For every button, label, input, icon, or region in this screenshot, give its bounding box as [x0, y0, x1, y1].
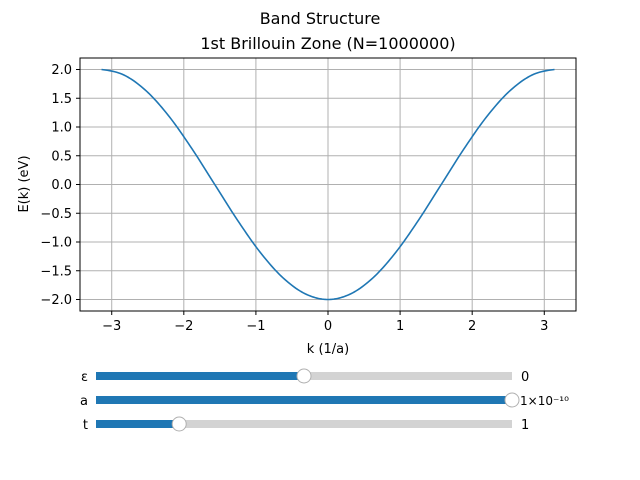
- y-tick-label: −2.0: [40, 293, 72, 308]
- x-tick-label: −1: [246, 319, 265, 334]
- x-tick-label: 2: [468, 319, 476, 334]
- x-tick-label: −3: [102, 319, 121, 334]
- plot-area: −3 −2 −1 0 1 2 3 −2.0 −1.5 −1.0 −0.5 0.0 0.5 1.0 1.5 2.…: [40, 57, 577, 334]
- y-tick-label: −1.5: [40, 264, 72, 279]
- slider-value: 1×10⁻¹⁰: [520, 394, 569, 408]
- x-tick-label: 1: [396, 319, 404, 334]
- slider-handle[interactable]: [504, 392, 520, 408]
- slider-a[interactable]: a 1×10⁻¹⁰: [80, 392, 569, 409]
- series-line: [101, 68, 555, 301]
- chart-subtitle: 1st Brillouin Zone (N=1000000): [200, 34, 455, 53]
- x-tick-label: −2: [174, 319, 193, 334]
- slider-handle[interactable]: [171, 416, 187, 432]
- x-tick-label: 3: [540, 319, 548, 334]
- x-axis-label: k (1/a): [307, 342, 349, 357]
- y-tick-label: 2.0: [51, 63, 72, 78]
- slider-value: 0: [521, 370, 529, 385]
- slider-track[interactable]: [96, 420, 512, 428]
- grid-lines: [80, 58, 576, 311]
- slider-panel: ε 0a 1×10⁻¹⁰t 1: [80, 368, 569, 433]
- axis-ticks: −3 −2 −1 0 1 2 3 −2.0 −1.5 −1.0 −0.5 0.0 0.5 1.0 1.5 2.…: [40, 63, 548, 334]
- slider-value: 1: [521, 418, 529, 433]
- y-tick-label: 1.5: [51, 92, 72, 107]
- slider-fill: [96, 420, 180, 428]
- x-tick-label: 0: [324, 319, 332, 334]
- y-tick-label: 0.5: [51, 149, 72, 164]
- slider-label: ε: [81, 370, 88, 385]
- slider-label: t: [83, 418, 88, 433]
- chart-title: Band Structure: [260, 9, 381, 28]
- slider-fill: [96, 372, 304, 380]
- y-tick-label: 0.0: [51, 178, 72, 193]
- y-tick-label: 1.0: [51, 121, 72, 136]
- y-axis-label: E(k) (eV): [17, 155, 32, 212]
- y-tick-label: −0.5: [40, 207, 72, 222]
- slider-label: a: [80, 394, 88, 409]
- slider-fill: [96, 396, 512, 404]
- y-tick-label: −1.0: [40, 236, 72, 251]
- slider-handle[interactable]: [296, 368, 312, 384]
